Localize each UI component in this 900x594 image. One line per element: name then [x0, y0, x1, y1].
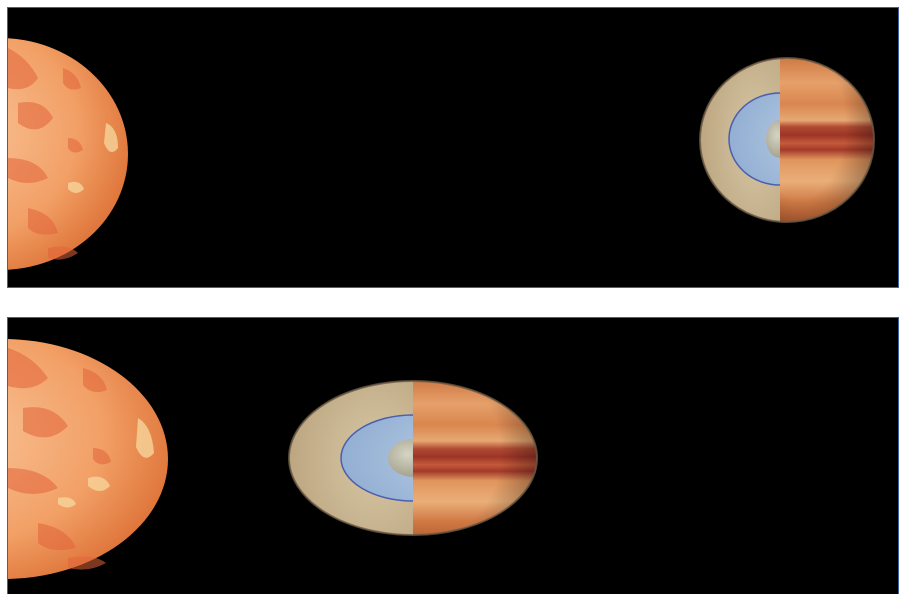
top-scene — [8, 38, 875, 270]
star-faculae — [68, 123, 118, 193]
star-sunspots — [8, 48, 83, 260]
bottom-scene — [8, 339, 538, 579]
star-faculae — [58, 418, 154, 508]
planet-cutaway — [699, 57, 875, 223]
top-panel — [7, 7, 899, 288]
star — [8, 38, 128, 270]
planet-outline — [288, 380, 538, 536]
star — [8, 339, 168, 579]
star-sunspots — [8, 348, 111, 570]
planet-outline — [699, 57, 875, 223]
planet-cutaway — [288, 380, 538, 536]
bottom-panel — [7, 317, 899, 594]
